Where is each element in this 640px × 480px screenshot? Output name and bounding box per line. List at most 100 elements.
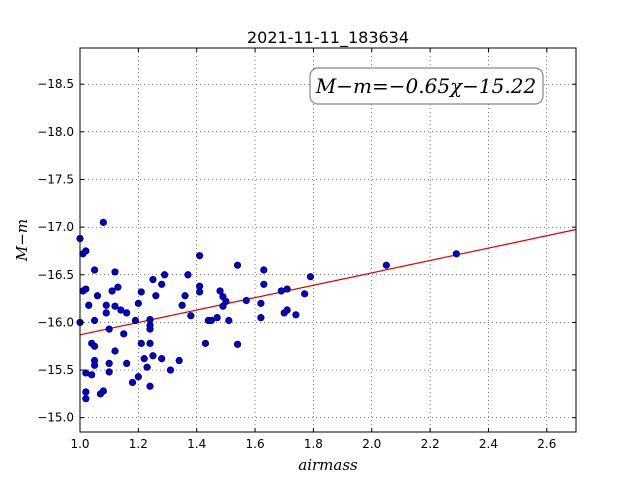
data-point [166, 366, 175, 374]
data-point [152, 292, 160, 300]
data-point [111, 302, 119, 310]
data-point [201, 339, 210, 347]
x-tick-label: 2.2 [421, 437, 440, 451]
data-point [257, 314, 265, 322]
data-point [128, 378, 137, 387]
data-point [120, 330, 128, 338]
y-tick-label: −16.5 [37, 268, 74, 282]
data-point [260, 266, 268, 274]
y-tick-label: −17.5 [37, 172, 74, 186]
fit-line [79, 228, 577, 336]
data-point [146, 339, 154, 347]
data-point [225, 316, 233, 325]
data-point [123, 309, 131, 317]
x-tick-labels: 1.0 1.2 1.4 1.6 1.8 2.0 2.2 2.4 2.6 [70, 437, 556, 451]
chart-title: 2021-11-11_183634 [247, 28, 409, 48]
plot-frame [79, 47, 577, 433]
data-point [149, 352, 157, 360]
data-points [76, 218, 460, 403]
data-point [181, 292, 189, 300]
x-tick-label: 1.8 [304, 437, 323, 451]
data-point [90, 266, 99, 274]
data-point [90, 316, 99, 325]
data-point [452, 250, 460, 258]
data-point [93, 292, 102, 300]
x-tick-label: 1.2 [129, 437, 148, 451]
y-tick-label: −17.0 [37, 220, 74, 234]
data-point [143, 363, 151, 371]
data-point [131, 316, 140, 325]
data-point [134, 373, 142, 381]
data-point [301, 290, 309, 298]
data-point [108, 287, 116, 295]
axis-ticks [79, 48, 576, 432]
data-point [111, 347, 119, 355]
data-point [233, 340, 242, 348]
fit-line-layer [79, 228, 577, 336]
data-point [146, 321, 154, 329]
data-point [82, 285, 90, 293]
y-tick-labels: −15.0 −15.5 −16.0 −16.5 −17.0 −17.5 −18.0 −18.5 [37, 77, 74, 424]
data-point [306, 273, 315, 281]
data-point [99, 387, 107, 395]
data-point [196, 252, 204, 260]
x-tick-label: 2.4 [479, 437, 498, 451]
data-point [137, 288, 145, 296]
data-point [88, 371, 96, 379]
data-point [123, 359, 131, 367]
y-tick-label: −16.0 [37, 315, 74, 329]
data-point [82, 247, 90, 255]
data-point [158, 280, 166, 288]
data-point [114, 283, 122, 291]
data-point [382, 261, 390, 269]
data-point [102, 309, 110, 317]
data-point [134, 299, 142, 307]
data-point [102, 301, 110, 309]
data-point [105, 368, 113, 376]
data-point [137, 339, 145, 347]
x-tick-label: 2.0 [362, 437, 381, 451]
data-point [158, 355, 166, 363]
data-point [105, 325, 113, 333]
data-point [187, 312, 195, 320]
annotation-text: M−m=−0.65χ−15.22 [315, 74, 536, 98]
y-axis-label: M−m [13, 219, 31, 262]
data-point [260, 280, 268, 288]
x-tick-label: 1.6 [246, 437, 265, 451]
data-point [82, 388, 90, 396]
data-point [292, 311, 300, 319]
data-point [111, 268, 119, 276]
data-point [140, 355, 148, 363]
data-point [161, 271, 169, 279]
data-point [178, 301, 186, 309]
fit-equation-annotation: M−m=−0.65χ−15.22 [309, 67, 544, 105]
x-tick-label: 2.6 [537, 437, 556, 451]
data-point [90, 342, 99, 350]
y-tick-label: −18.5 [37, 77, 74, 91]
plot-area [80, 48, 576, 432]
data-point [85, 301, 93, 309]
data-point [117, 306, 125, 314]
data-point [242, 296, 250, 305]
data-point [99, 218, 107, 226]
grid-lines [79, 48, 576, 432]
data-point [184, 271, 192, 279]
data-point [283, 306, 291, 314]
data-point [207, 316, 215, 325]
data-point [175, 356, 183, 365]
data-point [149, 275, 157, 284]
data-point [90, 356, 99, 365]
data-point [196, 288, 204, 296]
y-tick-label: −15.5 [37, 363, 74, 377]
data-point [105, 359, 113, 367]
data-point [283, 285, 291, 293]
data-point [257, 299, 265, 307]
annotation-box [309, 67, 544, 105]
data-point [82, 395, 90, 403]
x-axis-label: airmass [298, 456, 358, 474]
data-point [146, 382, 154, 390]
data-point [216, 287, 224, 295]
x-tick-label: 1.0 [70, 437, 89, 451]
data-point [233, 261, 242, 269]
